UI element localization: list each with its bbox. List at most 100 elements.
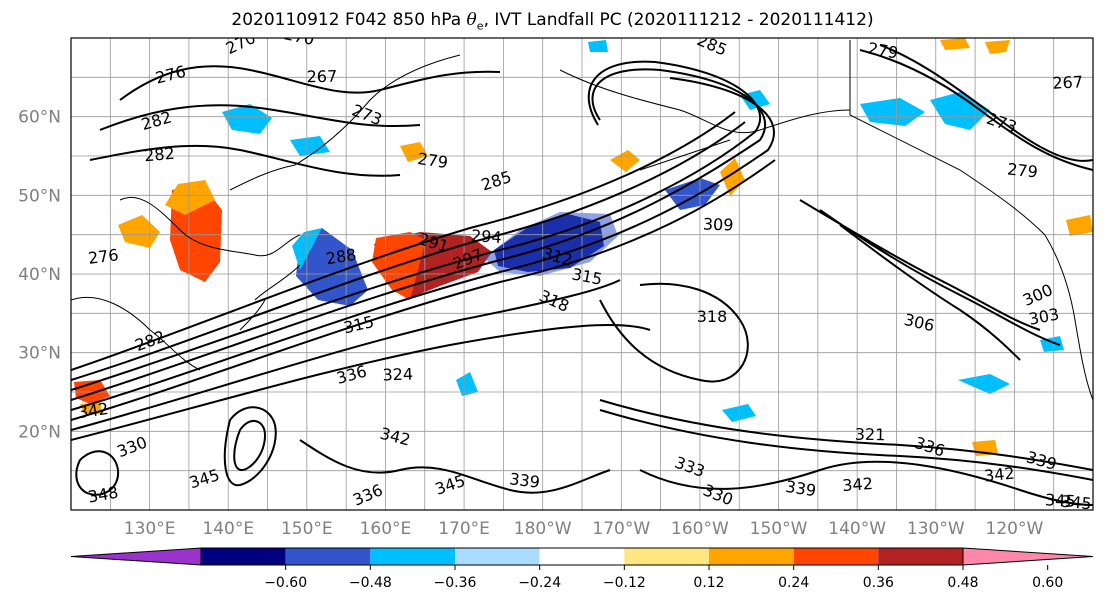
colorbar-tick-label: 0.60 bbox=[1032, 575, 1063, 591]
lon-tick-label: 140°E bbox=[202, 519, 254, 539]
title-suffix: , IVT Landfall PC (2020111212 - 20201114… bbox=[483, 10, 874, 30]
colorbar-outline bbox=[200, 547, 964, 566]
colorbar-bin bbox=[878, 548, 963, 565]
contour-subtropics-3 bbox=[639, 460, 1093, 506]
contour-north-3 bbox=[89, 144, 401, 177]
contour-jet-2 bbox=[71, 60, 762, 391]
theta-subscript: e bbox=[476, 19, 484, 33]
contour-label: 306 bbox=[902, 310, 936, 335]
colorbar-bin bbox=[793, 548, 879, 565]
colorbar-bin bbox=[455, 548, 540, 565]
contour-label: 318 bbox=[697, 307, 728, 326]
contour-label: 303 bbox=[1027, 304, 1061, 328]
contour-label: 309 bbox=[703, 214, 734, 234]
coastlines bbox=[71, 40, 1093, 401]
contour-label: 348 bbox=[86, 483, 119, 507]
colorbar-bin bbox=[709, 548, 794, 565]
contour-label: 276 bbox=[87, 245, 120, 268]
contour-label: 294 bbox=[470, 226, 502, 247]
colorbar-tick-label: −0.48 bbox=[349, 575, 392, 591]
contour-label: 270 bbox=[223, 28, 259, 58]
lon-tick-label: 180°W bbox=[514, 519, 572, 539]
lon-tick-label: 150°W bbox=[750, 519, 808, 539]
shade-orange-gulf bbox=[720, 158, 745, 196]
contour-label: 279 bbox=[416, 149, 449, 172]
shade-cyan-north-1 bbox=[222, 104, 272, 134]
colorbar-tick-label: 0.48 bbox=[947, 575, 978, 591]
contour-label: 333 bbox=[672, 453, 707, 481]
contour-sw-cyclone bbox=[223, 406, 277, 487]
contour-jet-3 bbox=[71, 77, 775, 411]
shade-blue-japan-sea bbox=[296, 228, 368, 306]
contour-label: 336 bbox=[350, 480, 386, 509]
lon-tick-label: 160°E bbox=[360, 519, 412, 539]
lat-tick-label: 60°N bbox=[18, 108, 61, 128]
contour-south-1 bbox=[71, 279, 621, 431]
contour-label: 330 bbox=[114, 433, 149, 462]
longitude-labels: 130°E 140°E 150°E 160°E 170°E 180°W 170°W 160°W… bbox=[124, 519, 1044, 539]
contour-south-2 bbox=[71, 324, 651, 441]
contour-label: 282 bbox=[139, 107, 174, 134]
contour-label: 315 bbox=[570, 264, 604, 288]
contour-label: 285 bbox=[479, 167, 514, 195]
shade-blue-central bbox=[484, 212, 618, 276]
contour-label: 342 bbox=[842, 474, 874, 495]
lon-tick-label: 170°E bbox=[438, 519, 490, 539]
lat-tick-label: 40°N bbox=[18, 265, 61, 285]
contour-label: 339 bbox=[784, 477, 817, 501]
colorbar-tick-label: 0.24 bbox=[778, 575, 809, 591]
colorbar-extend-high bbox=[962, 547, 1094, 566]
lat-tick-label: 30°N bbox=[18, 344, 61, 364]
contour-trough-mid bbox=[599, 282, 749, 383]
contour-jet-5 bbox=[71, 121, 746, 381]
coast-alaska bbox=[559, 69, 851, 171]
colorbar-tick-label: −0.12 bbox=[603, 575, 646, 591]
contour-label: 318 bbox=[536, 286, 572, 316]
contour-label: 279 bbox=[866, 39, 899, 63]
contour-label: 342 bbox=[378, 424, 412, 450]
shade-red-east bbox=[1066, 215, 1093, 236]
colorbar-tick-label: 0.36 bbox=[863, 575, 894, 591]
lon-tick-label: 160°W bbox=[671, 519, 729, 539]
contour-label: 315 bbox=[342, 312, 376, 337]
contour-label: 270 bbox=[282, 24, 316, 49]
contour-label: 267 bbox=[306, 67, 337, 87]
contour-jet-1 bbox=[71, 68, 767, 401]
lon-tick-label: 130°E bbox=[124, 519, 176, 539]
lon-tick-label: 120°W bbox=[986, 519, 1044, 539]
shade-cyan-north-2 bbox=[290, 136, 330, 156]
shade-blue-gulf bbox=[665, 178, 720, 210]
shade-orange-top bbox=[940, 38, 970, 50]
contour-label: 339 bbox=[508, 469, 541, 492]
contour-label: 336 bbox=[334, 362, 368, 388]
shade-orange-canada bbox=[985, 40, 1010, 54]
shade-orange-east-asia bbox=[165, 180, 215, 215]
contour-label: 345 bbox=[1060, 492, 1092, 514]
contour-north-2 bbox=[99, 104, 421, 131]
coast-asia bbox=[71, 54, 461, 371]
colorbar: −0.60 −0.48 −0.36 −0.24 −0.12 0.12 0.24 0.36 0.4… bbox=[70, 547, 1094, 591]
contour-label: 288 bbox=[325, 245, 358, 269]
map-title: 2020110912 F042 850 hPa θe, IVT Landfall… bbox=[0, 10, 1105, 32]
contour-label: 267 bbox=[1052, 72, 1083, 93]
contour-east-north bbox=[859, 44, 1093, 171]
map-frame bbox=[70, 37, 1094, 511]
lon-tick-label: 170°W bbox=[592, 519, 650, 539]
contour-label: 345 bbox=[1045, 490, 1076, 511]
contour-label: 330 bbox=[700, 480, 735, 509]
contour-label: 345 bbox=[433, 471, 468, 499]
coast-north-america bbox=[849, 40, 1093, 401]
contour-label: 273 bbox=[349, 101, 384, 130]
colorbar-extend-low bbox=[70, 547, 202, 566]
contour-north-1 bbox=[119, 65, 501, 101]
shade-orange-bering bbox=[610, 150, 640, 172]
colorbar-tick-label: 0.12 bbox=[693, 575, 724, 591]
lat-tick-label: 50°N bbox=[18, 186, 61, 206]
lat-tick-label: 20°N bbox=[18, 422, 61, 442]
contour-south-wiggle bbox=[299, 439, 611, 494]
contour-label: 342 bbox=[77, 399, 110, 422]
colorbar-bin bbox=[624, 548, 709, 565]
lon-tick-label: 140°W bbox=[828, 519, 886, 539]
colorbar-bin bbox=[370, 548, 455, 565]
